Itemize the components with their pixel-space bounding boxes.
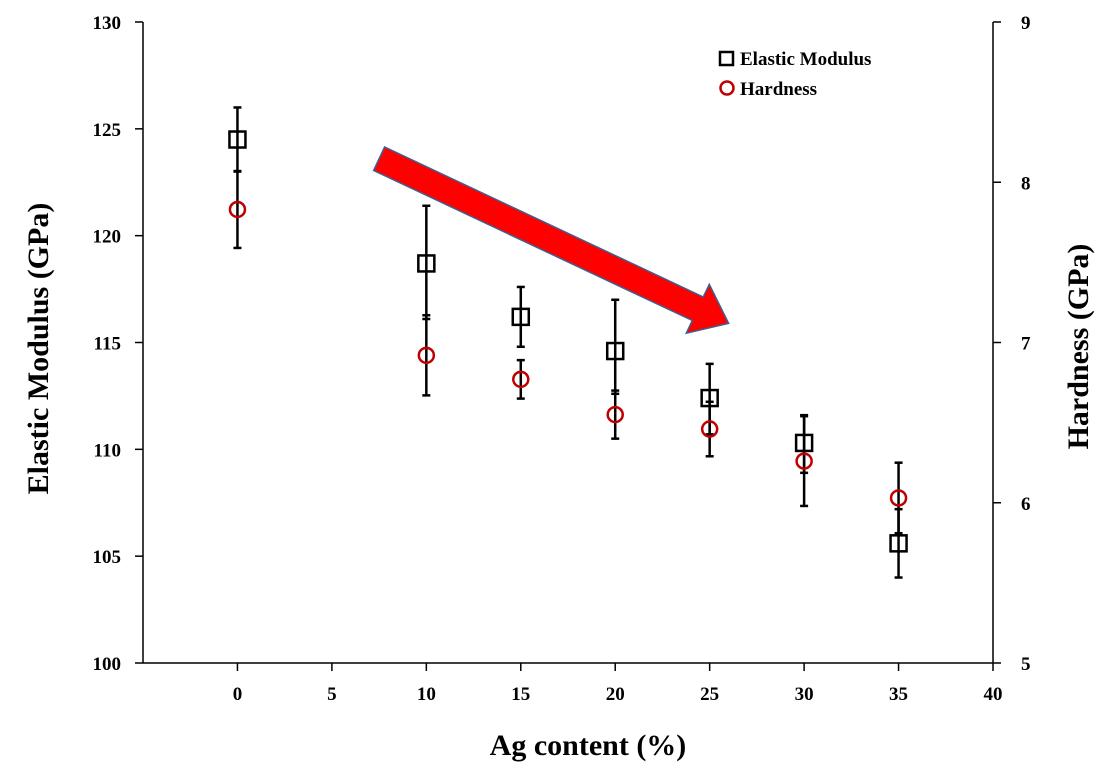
y-axis-left-title: Elastic Modulus (GPa) [22, 203, 55, 495]
y-axis-right-title: Hardness (GPa) [1062, 244, 1095, 450]
point-hardness-6 [889, 489, 908, 507]
x-tick-label-10: 10 [417, 684, 436, 705]
series-layer [228, 106, 908, 579]
y-tick-label-100: 100 [93, 654, 122, 675]
point-elastic-modulus-1 [417, 254, 436, 273]
ticks-layer: 0 5 10 15 20 25 30 35 40 100 105 110 115 120 125 130 5 6 7… [93, 13, 1032, 705]
point-hardness-4 [700, 420, 719, 438]
y-tick-label-120: 120 [93, 227, 122, 248]
x-axis-title: Ag content (%) [490, 729, 687, 762]
x-tick-label-25: 25 [700, 684, 719, 705]
y2-tick-label-8: 8 [1021, 173, 1031, 194]
x-tick-label-20: 20 [606, 684, 625, 705]
x-tick-label-35: 35 [889, 684, 908, 705]
y-tick-label-130: 130 [93, 13, 122, 34]
y-tick-label-105: 105 [93, 547, 122, 568]
x-tick-label-5: 5 [327, 684, 337, 705]
trend-arrow-0 [372, 146, 730, 335]
series-hardness [228, 169, 908, 535]
point-hardness-5 [795, 452, 813, 470]
x-tick-label-15: 15 [511, 684, 530, 705]
annotation-layer [372, 146, 730, 335]
y2-tick-label-7: 7 [1021, 334, 1031, 355]
legend-label-hardness: Hardness [740, 79, 817, 100]
point-elastic-modulus-2 [511, 307, 531, 327]
axes-layer [142, 22, 994, 664]
y-tick-label-110: 110 [94, 440, 121, 461]
y-tick-label-125: 125 [93, 120, 122, 141]
point-hardness-0 [228, 200, 247, 219]
legend-marker-hardness [719, 80, 735, 96]
legend-marker-elastic-modulus [718, 50, 735, 67]
y2-tick-label-9: 9 [1021, 13, 1031, 34]
y2-tick-label-6: 6 [1021, 494, 1031, 515]
point-hardness-1 [417, 346, 436, 365]
x-tick-label-30: 30 [795, 684, 814, 705]
point-elastic-modulus-6 [889, 534, 908, 553]
point-elastic-modulus-3 [605, 341, 625, 361]
point-elastic-modulus-0 [228, 130, 247, 149]
y2-tick-label-5: 5 [1021, 654, 1031, 675]
point-hardness-2 [512, 370, 530, 389]
y-tick-label-115: 115 [94, 334, 121, 355]
legend-label-elastic-modulus: Elastic Modulus [740, 49, 871, 70]
point-hardness-3 [606, 405, 624, 424]
x-tick-label-40: 40 [984, 684, 1003, 705]
x-tick-label-0: 0 [233, 684, 243, 705]
legend: Elastic Modulus Hardness [718, 49, 871, 100]
